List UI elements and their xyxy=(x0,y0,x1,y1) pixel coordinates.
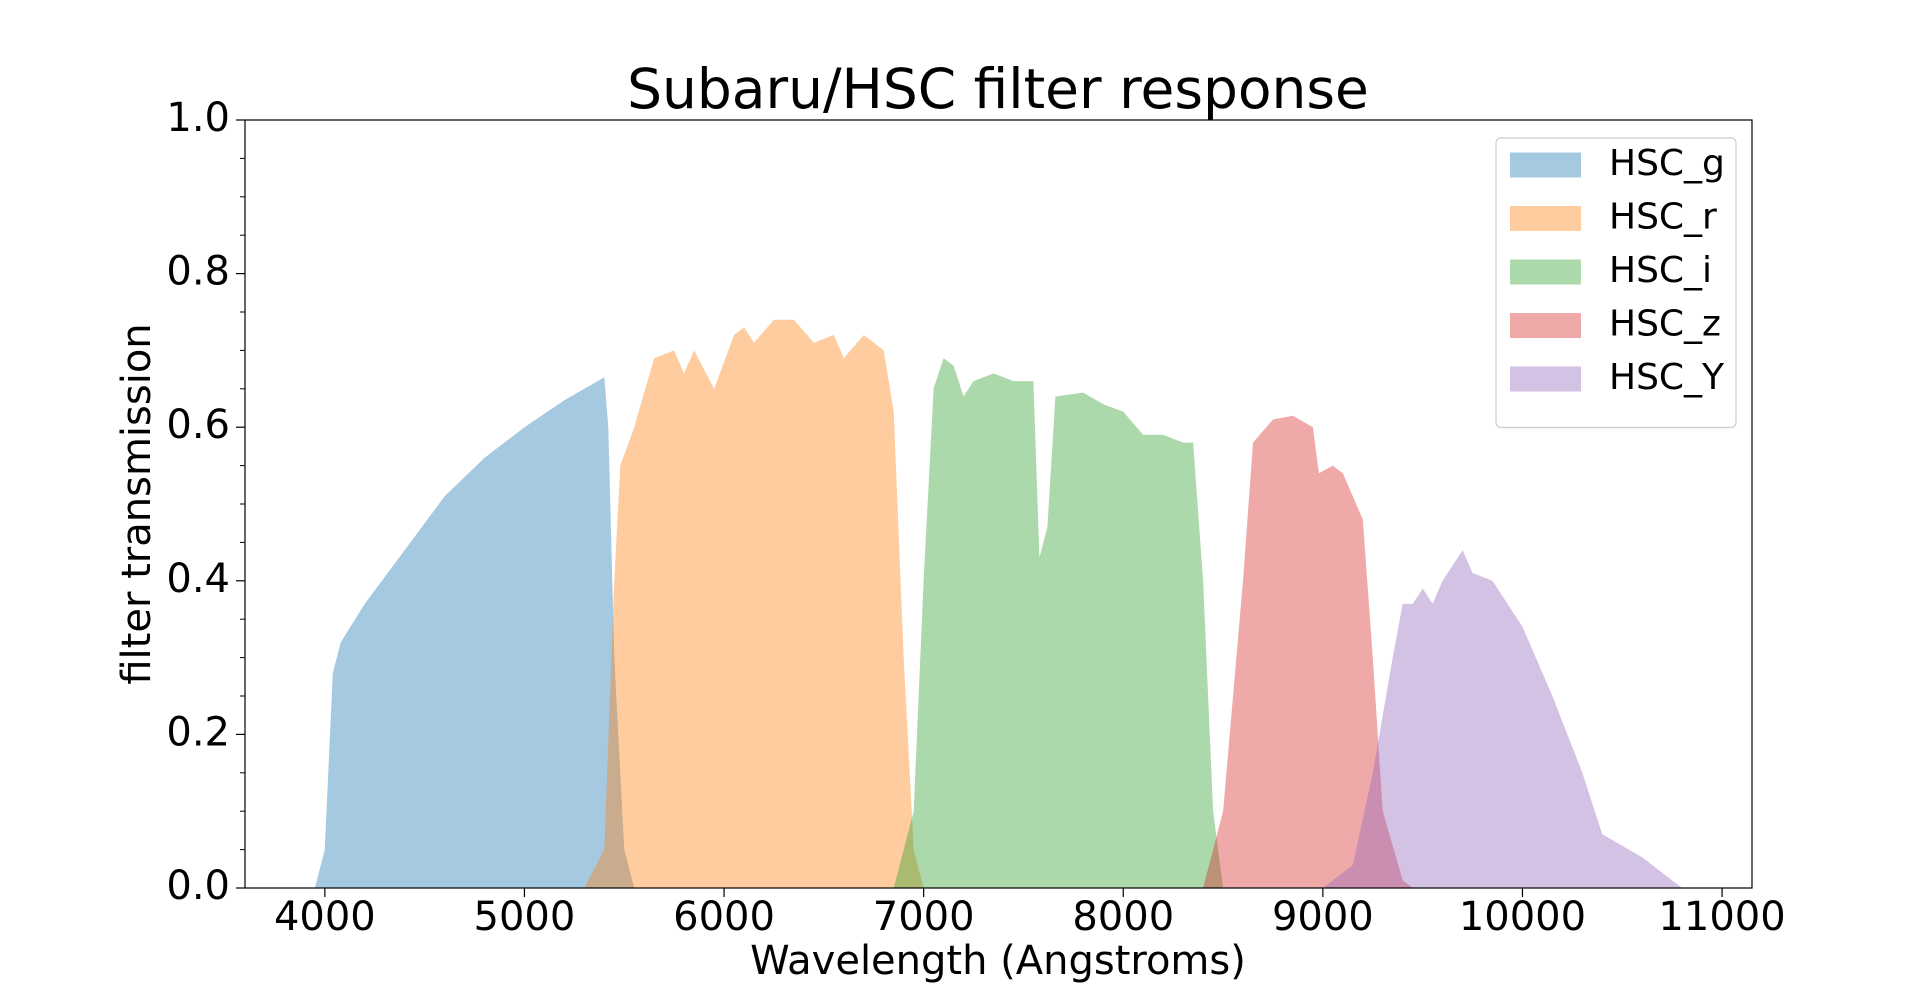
x-tick-label: 11000 xyxy=(1658,894,1785,940)
x-axis-label: Wavelength (Angstroms) xyxy=(750,938,1246,983)
chart-title: Subaru/HSC filter response xyxy=(627,57,1369,121)
y-tick-label: 0.2 xyxy=(166,709,230,755)
legend-swatch xyxy=(1510,366,1581,392)
filter-area xyxy=(893,358,1224,889)
legend-label: HSC_z xyxy=(1609,304,1721,345)
legend-swatch xyxy=(1510,152,1581,178)
x-tick-label: 4000 xyxy=(274,894,376,940)
legend-label: HSC_r xyxy=(1609,197,1717,238)
y-axis-label: filter transmission xyxy=(114,323,160,684)
x-tick-label: 9000 xyxy=(1272,894,1374,940)
legend-swatch xyxy=(1510,206,1581,231)
y-tick-label: 0.6 xyxy=(166,402,230,448)
x-tick-label: 7000 xyxy=(873,894,975,940)
legend-swatch xyxy=(1510,259,1581,285)
x-tick-label: 5000 xyxy=(474,894,576,940)
filter-area xyxy=(314,377,635,888)
y-tick-label: 0.4 xyxy=(166,556,230,602)
filter-area xyxy=(584,319,924,888)
legend-frame xyxy=(1495,137,1737,429)
legend-label: HSC_Y xyxy=(1609,357,1725,398)
x-tick-label: 8000 xyxy=(1072,894,1174,940)
legend-label: HSC_g xyxy=(1609,143,1725,184)
x-tick-label: 6000 xyxy=(673,894,775,940)
y-tick-label: 1.0 xyxy=(166,95,230,141)
x-tick-label: 10000 xyxy=(1459,894,1586,940)
y-tick-label: 0.8 xyxy=(166,249,230,295)
y-tick-label: 0.0 xyxy=(166,863,230,909)
filter-area xyxy=(1203,415,1413,888)
legend-swatch xyxy=(1510,313,1581,338)
legend-label: HSC_i xyxy=(1609,250,1712,291)
filter-area xyxy=(1322,550,1683,888)
